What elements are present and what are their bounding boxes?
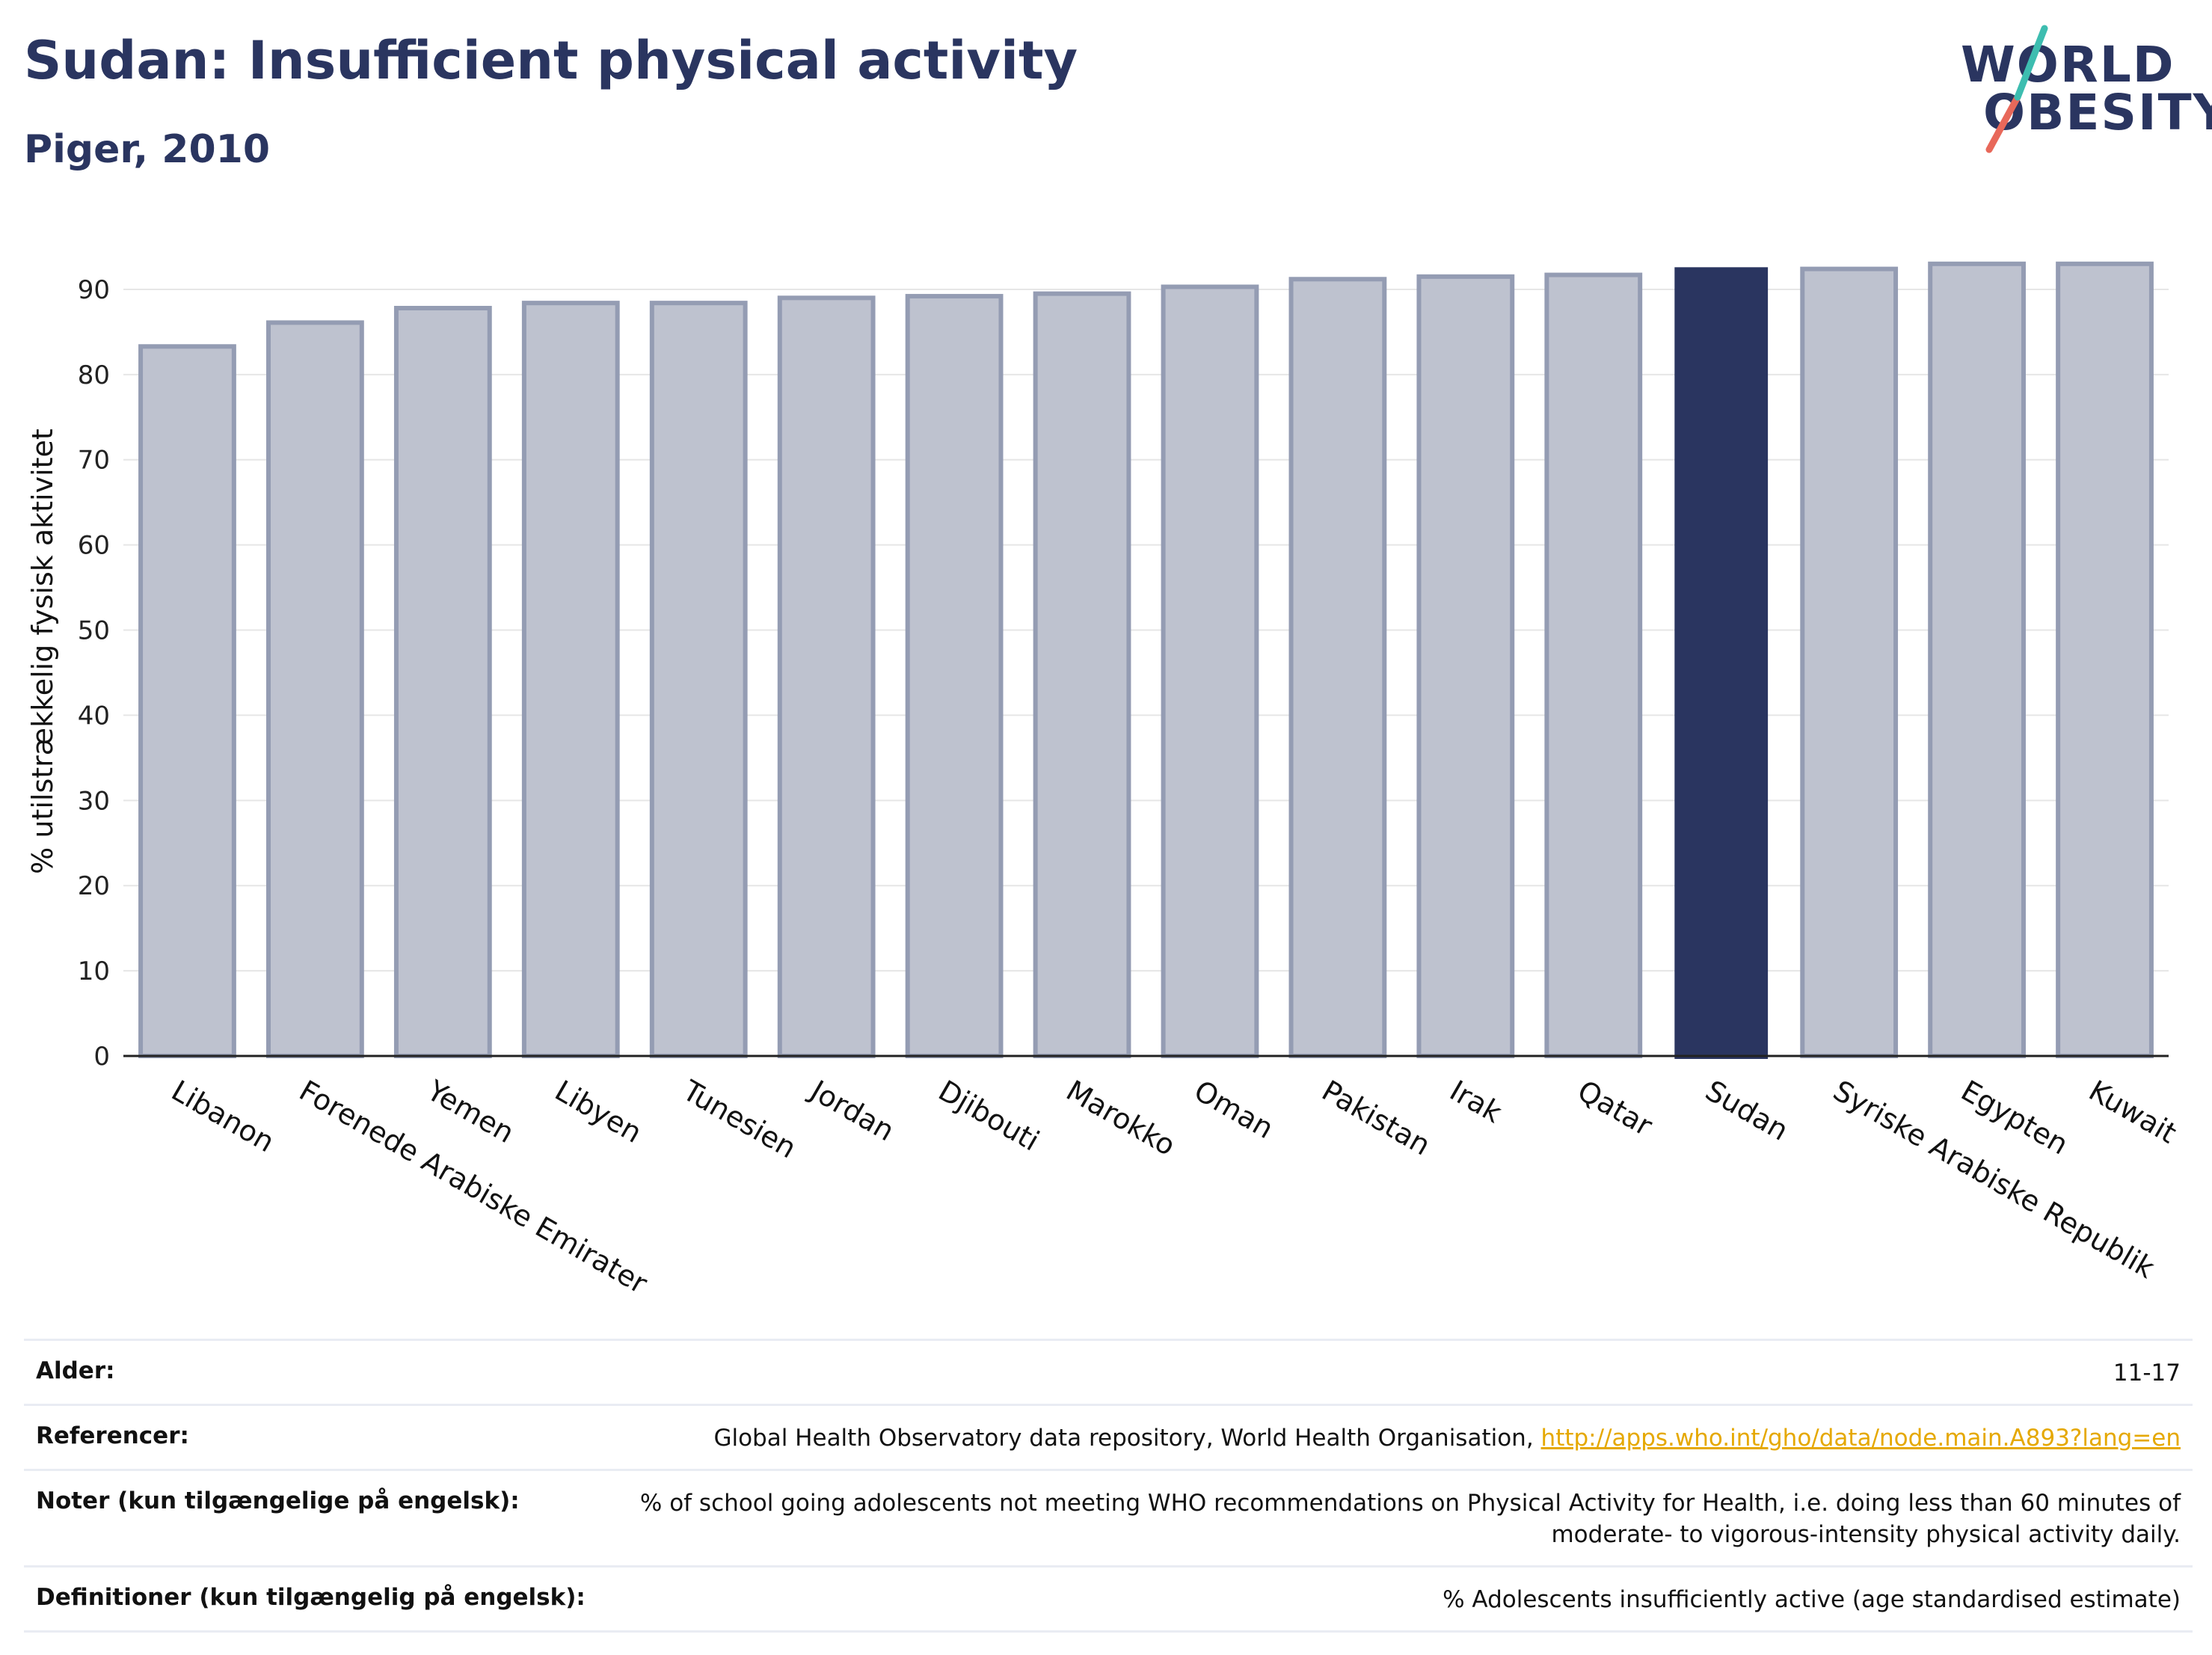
y-tick-label: 80 xyxy=(78,360,110,390)
x-tick-label: Djibouti xyxy=(933,1074,1045,1158)
bar xyxy=(905,294,1004,1058)
y-tick-label: 0 xyxy=(93,1042,110,1072)
bar xyxy=(1928,261,2026,1059)
bar xyxy=(1288,277,1387,1058)
y-tick-label: 70 xyxy=(78,446,110,476)
bar xyxy=(266,320,364,1058)
y-tick-label: 10 xyxy=(78,957,110,986)
footer-value: Global Health Observatory data repositor… xyxy=(713,1422,2181,1454)
chart-subtitle: Piger, 2010 xyxy=(24,127,271,172)
x-tick-label: Qatar xyxy=(1572,1074,1658,1143)
footer-value: % Adolescents insufficiently active (age… xyxy=(1443,1586,2181,1613)
bar xyxy=(1033,291,1131,1059)
x-tick-label: Libyen xyxy=(550,1074,648,1149)
chart-footer: Alder: 11-17 Referencer: Global Health O… xyxy=(24,1339,2193,1633)
bar xyxy=(1544,272,1643,1059)
footer-row-age: Alder: 11-17 xyxy=(24,1339,2193,1404)
bar xyxy=(2056,261,2154,1059)
x-tick-label: Marokko xyxy=(1061,1074,1182,1162)
bar xyxy=(777,295,876,1058)
bar xyxy=(393,306,492,1058)
y-tick-label: 30 xyxy=(78,786,110,816)
y-tick-label: 90 xyxy=(78,275,110,305)
bar xyxy=(1674,267,1769,1060)
bar xyxy=(1800,266,1899,1058)
footer-value: 11-17 xyxy=(2113,1360,2181,1387)
bar xyxy=(521,301,620,1058)
footer-label: Referencer: xyxy=(36,1422,189,1449)
y-tick-label: 20 xyxy=(78,871,110,901)
x-tick-label: Libanon xyxy=(166,1074,280,1158)
bar-chart: 0 10 20 30 40 50 60 70 80 90 % utilstrækkelig fysi… xyxy=(26,261,2182,1301)
x-tick-label: Pakistan xyxy=(1316,1074,1436,1162)
bar xyxy=(1161,284,1259,1058)
footer-label: Alder: xyxy=(36,1357,115,1384)
y-tick-label: 60 xyxy=(78,531,110,561)
bar xyxy=(1416,274,1515,1058)
logo-slash-icon xyxy=(1985,25,2048,153)
reference-link[interactable]: http://apps.who.int/gho/data/node.main.A… xyxy=(1540,1425,2181,1452)
footer-row-notes: Noter (kun tilgængelige på engelsk): % o… xyxy=(24,1469,2193,1565)
x-tick-label: Sudan xyxy=(1700,1074,1794,1147)
footer-row-references: Referencer: Global Health Observatory da… xyxy=(24,1404,2193,1469)
footer-row-definitions: Definitioner (kun tilgængelig på engelsk… xyxy=(24,1565,2193,1633)
footer-label: Definitioner (kun tilgængelig på engelsk… xyxy=(36,1584,586,1611)
logo-line-1: WORLD xyxy=(1961,36,2175,93)
reference-text: Global Health Observatory data repositor… xyxy=(713,1425,1541,1452)
bar xyxy=(138,344,236,1058)
x-tick-label: Oman xyxy=(1188,1074,1279,1145)
x-tick-label: Jordan xyxy=(804,1073,900,1148)
y-tick-label: 50 xyxy=(78,616,110,646)
chart-title: Sudan: Insufficient physical activity xyxy=(24,30,1078,91)
x-tick-label: Irak xyxy=(1444,1074,1507,1129)
y-axis-label: % utilstrækkelig fysisk aktivitet xyxy=(26,429,59,874)
footer-value: % of school going adolescents not meetin… xyxy=(639,1490,2181,1548)
x-tick-label: Kuwait xyxy=(2083,1074,2182,1150)
bar xyxy=(649,301,748,1058)
world-obesity-logo: WORLD OBESITY xyxy=(1952,22,2212,157)
x-tick-label: Tunesien xyxy=(677,1073,802,1164)
x-tick-label: Yemen xyxy=(421,1073,520,1149)
y-tick-label: 40 xyxy=(78,701,110,731)
footer-label: Noter (kun tilgængelige på engelsk): xyxy=(36,1487,520,1514)
